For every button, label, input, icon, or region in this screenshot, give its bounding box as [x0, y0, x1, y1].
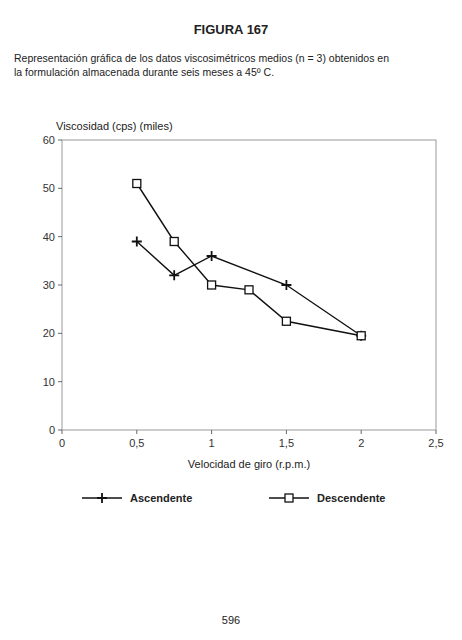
- x-tick: [136, 430, 137, 434]
- y-axis-label: Viscosidad (cps) (miles): [56, 120, 173, 132]
- y-tick-label: 40: [43, 231, 55, 243]
- x-tick: [211, 430, 212, 434]
- title: FIGURA 167: [194, 22, 269, 37]
- legend: Ascendente Descendente: [82, 492, 385, 504]
- plot-area: [62, 140, 436, 430]
- y-tick-label: 10: [43, 376, 55, 388]
- data-point: [282, 317, 290, 325]
- x-tick: [286, 430, 287, 434]
- y-tick: [58, 381, 62, 382]
- series-line: [137, 242, 361, 336]
- x-tick-label: 2,5: [428, 437, 443, 449]
- data-point: [207, 251, 217, 261]
- y-tick: [58, 188, 62, 189]
- y-tick-label: 60: [43, 134, 55, 146]
- x-tick: [62, 430, 63, 434]
- data-point: [245, 286, 253, 294]
- legend-marker: [97, 493, 107, 503]
- data-point: [133, 180, 141, 188]
- series-line: [137, 184, 361, 336]
- data-point: [170, 238, 178, 246]
- legend-label: Ascendente: [130, 492, 192, 504]
- chart: FIGURA 167 Representación gráfica de los …: [0, 0, 462, 640]
- x-tick: [436, 430, 437, 434]
- legend-label: Descendente: [317, 492, 385, 504]
- caption: Representación gráfica de los datos visc…: [14, 52, 389, 64]
- x-tick-label: 0,5: [129, 437, 144, 449]
- data-point: [357, 332, 365, 340]
- y-tick: [58, 236, 62, 237]
- data-point: [132, 237, 142, 247]
- x-tick: [361, 430, 362, 434]
- axes: 0 10 20 30 40 50 60 0 0,5 1 1,5 2 2,5: [43, 134, 444, 449]
- y-tick-label: 30: [43, 279, 55, 291]
- x-axis-label: Velocidad de giro (r.p.m.): [188, 458, 310, 470]
- y-tick-label: 0: [49, 424, 55, 436]
- y-tick: [58, 430, 62, 431]
- y-tick-label: 50: [43, 182, 55, 194]
- y-tick-label: 20: [43, 327, 55, 339]
- y-tick: [58, 285, 62, 286]
- page-number: 596: [222, 614, 240, 626]
- data-point: [208, 281, 216, 289]
- x-tick-label: 2: [358, 437, 364, 449]
- data-point: [169, 270, 179, 280]
- data: [132, 180, 366, 341]
- caption: la formulación almacenada durante seis m…: [14, 66, 274, 78]
- x-tick-label: 0: [59, 437, 65, 449]
- y-tick: [58, 140, 62, 141]
- y-tick: [58, 333, 62, 334]
- data-point: [281, 280, 291, 290]
- legend-marker: [285, 494, 293, 502]
- x-tick-label: 1,5: [279, 437, 294, 449]
- data-point: [356, 331, 366, 341]
- x-tick-label: 1: [209, 437, 215, 449]
